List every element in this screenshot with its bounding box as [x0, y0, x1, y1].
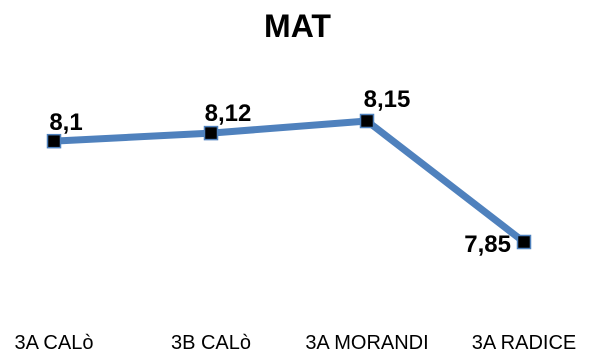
data-label: 7,85	[464, 231, 511, 258]
x-tick-label: 3B CALò	[171, 332, 251, 354]
x-tick-label: 3A MORANDI	[305, 332, 428, 354]
data-point	[516, 234, 532, 250]
x-tick-label: 3A RADICE	[472, 332, 576, 354]
chart-title: MAT	[264, 8, 331, 44]
data-point	[46, 133, 62, 149]
series-line	[50, 117, 528, 246]
data-label: 8,1	[49, 109, 82, 136]
data-point	[203, 125, 219, 141]
x-tick-label: 3A CALò	[15, 332, 94, 354]
data-label: 8,15	[364, 86, 411, 113]
data-point	[359, 113, 375, 129]
data-label: 8,12	[205, 100, 252, 127]
